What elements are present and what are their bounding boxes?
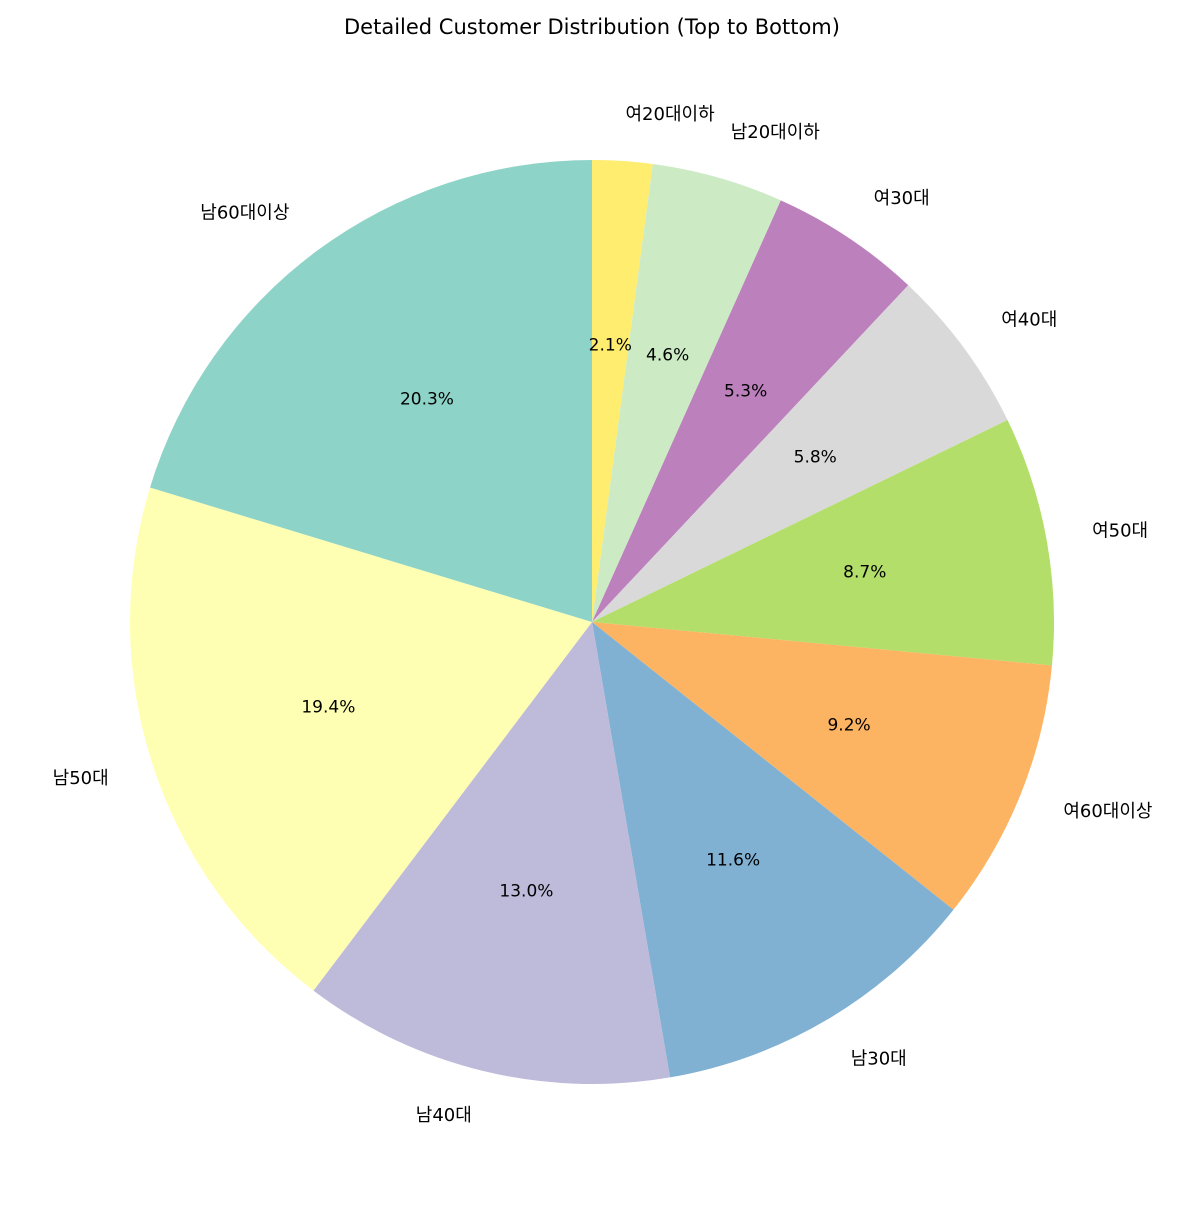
pie-slice <box>592 420 1054 666</box>
chart-title: Detailed Customer Distribution (Top to B… <box>344 15 840 39</box>
pie-slice <box>592 164 781 622</box>
slice-label: 남60대이상 <box>200 203 289 224</box>
pie-slice <box>592 622 954 1078</box>
slice-label: 남40대 <box>416 1105 472 1126</box>
slice-label: 여60대이상 <box>1063 801 1152 822</box>
slice-percent-label: 19.4% <box>301 698 355 718</box>
slice-label: 여30대 <box>874 188 930 209</box>
slice-percent-label: 11.6% <box>706 851 760 871</box>
slice-percent-label: 20.3% <box>400 389 454 409</box>
slice-label: 여50대 <box>1092 520 1148 541</box>
slice-percent-label: 2.1% <box>589 335 632 355</box>
slice-percent-label: 13.0% <box>499 881 553 901</box>
slice-label: 여40대 <box>1001 310 1057 331</box>
pie-slice <box>592 160 653 622</box>
pie-slice <box>592 285 1008 622</box>
pie-slice <box>313 622 671 1084</box>
slice-label: 남20대이하 <box>731 122 821 143</box>
pie-slice <box>592 200 909 622</box>
slice-percent-label: 5.3% <box>724 381 767 401</box>
slice-label: 여20대이하 <box>626 104 716 125</box>
pie-labels: 여20대이하 2.1% 남20대이하 4.6% 여30대 5.3% 여40대 5.8% 여50대… <box>53 104 1153 1126</box>
pie-slice <box>592 622 1052 910</box>
slice-percent-label: 9.2% <box>827 716 870 736</box>
pie-slice <box>129 487 593 991</box>
pie-slice <box>149 160 593 622</box>
slice-label: 남30대 <box>851 1048 907 1069</box>
slice-percent-label: 4.6% <box>646 345 689 365</box>
slice-percent-label: 8.7% <box>843 563 886 583</box>
slice-percent-label: 5.8% <box>794 448 837 468</box>
pie-slices <box>129 160 1054 1084</box>
slice-label: 남50대 <box>53 768 109 789</box>
